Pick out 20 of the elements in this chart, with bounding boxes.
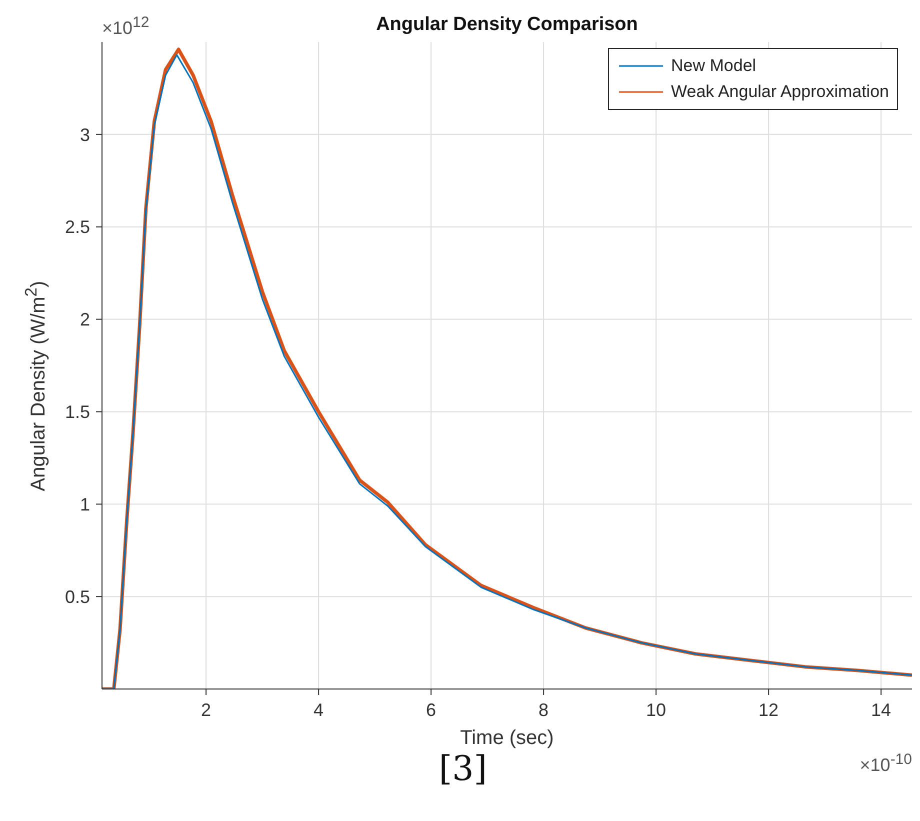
x-tick-label: 8: [538, 700, 549, 720]
y-tick-label: 1.5: [64, 402, 90, 422]
x-tick-label: 12: [758, 700, 779, 720]
x-tick-label: 10: [646, 700, 666, 720]
text: ×10$^{12}$: [102, 14, 150, 39]
x-tick-label: 14: [871, 700, 892, 720]
text: ×10$^{-10}$: [860, 751, 912, 776]
x-tick-label: 6: [426, 700, 436, 720]
legend-label: New Model: [671, 55, 756, 77]
text: [3]: [438, 749, 488, 789]
chart-title: Angular Density Comparison: [376, 14, 638, 35]
x-tick-label: 4: [314, 700, 324, 720]
x-axis-title: Time (sec): [459, 727, 555, 750]
y-tick-label: 3: [80, 124, 90, 145]
y-tick-label: 1: [80, 494, 90, 515]
y-tick-label: 2: [80, 310, 90, 330]
legend-label: Weak Angular Approximation: [671, 81, 889, 103]
x-tick-label: 2: [201, 700, 212, 720]
y-tick-label: 2.5: [64, 217, 90, 238]
y-tick-label: 0.5: [64, 586, 90, 607]
